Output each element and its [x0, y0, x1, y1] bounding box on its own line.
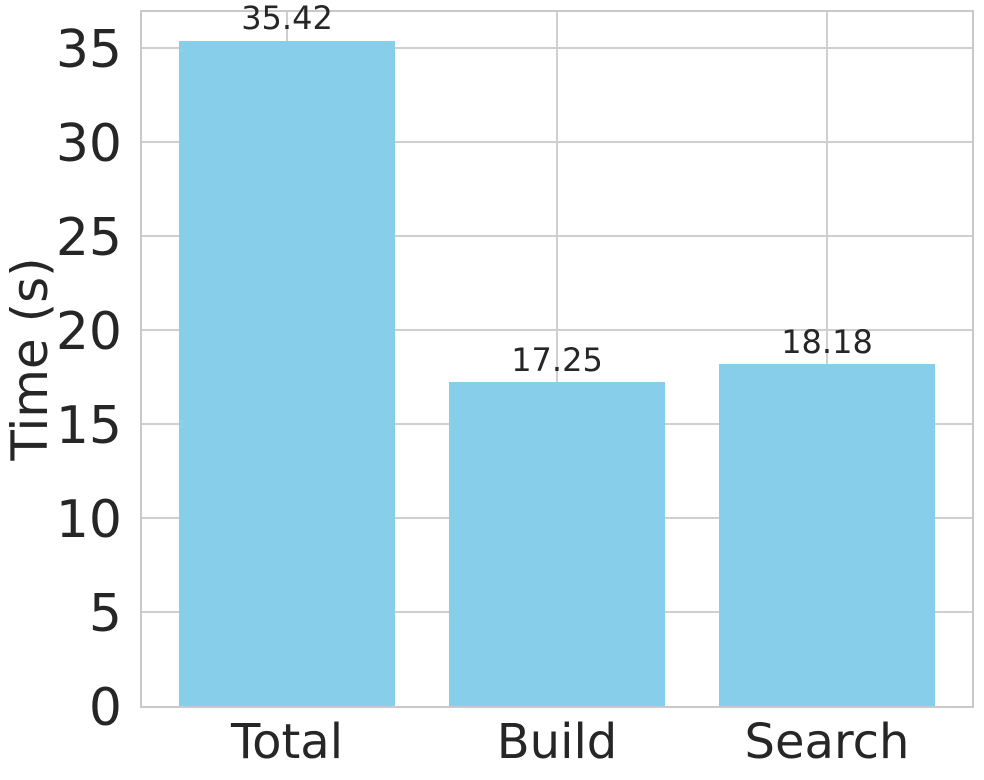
x-tick-label: Total — [230, 714, 344, 770]
bar — [179, 40, 395, 706]
bar-value-label: 17.25 — [511, 340, 603, 379]
bar-value-label: 18.18 — [781, 323, 873, 362]
y-tick-label: 35 — [55, 20, 122, 81]
y-tick-label: 10 — [55, 490, 122, 551]
y-tick-label: 30 — [55, 114, 122, 175]
bar — [449, 381, 665, 706]
plot-area: 35.42 17.25 18.18 — [140, 1, 974, 708]
y-tick-label: 5 — [88, 584, 122, 645]
y-tick-label: 25 — [55, 208, 122, 269]
grid-line-vertical — [826, 12, 828, 706]
y-tick-label: 15 — [55, 396, 122, 457]
x-tick-label: Build — [496, 714, 618, 770]
bar — [719, 364, 935, 706]
x-tick-label: Search — [744, 714, 910, 770]
grid-line-vertical — [556, 12, 558, 706]
y-tick-label: 0 — [88, 678, 122, 738]
y-tick-label: 20 — [55, 302, 122, 363]
bar-value-label: 35.42 — [241, 0, 333, 38]
